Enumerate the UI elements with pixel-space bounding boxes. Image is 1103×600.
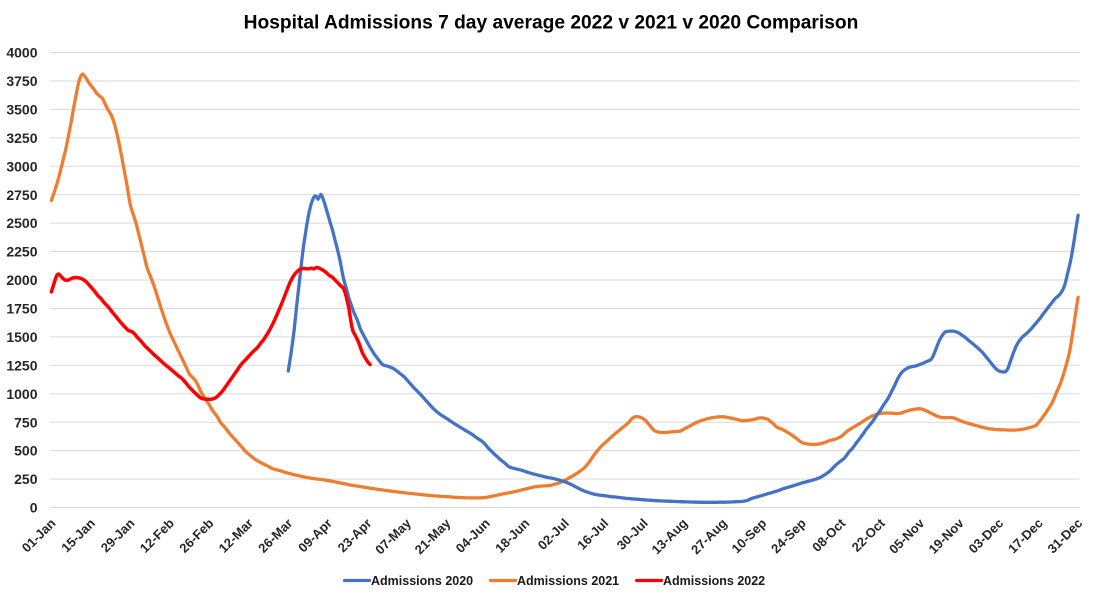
svg-text:Admissions 2021: Admissions 2021: [517, 574, 619, 588]
svg-text:3750: 3750: [6, 73, 37, 89]
svg-text:3000: 3000: [6, 158, 37, 174]
svg-text:2750: 2750: [6, 187, 37, 203]
svg-text:Hospital Admissions 7 day aver: Hospital Admissions 7 day average 2022 v…: [244, 13, 859, 34]
svg-text:2000: 2000: [6, 272, 37, 288]
svg-text:2500: 2500: [6, 215, 37, 231]
svg-text:1000: 1000: [6, 386, 37, 402]
svg-text:1500: 1500: [6, 329, 37, 345]
svg-text:0: 0: [30, 500, 38, 516]
svg-text:1750: 1750: [6, 301, 37, 317]
svg-text:3500: 3500: [6, 102, 37, 118]
svg-text:250: 250: [14, 471, 38, 487]
svg-text:2250: 2250: [6, 244, 37, 260]
svg-text:1250: 1250: [6, 357, 37, 373]
svg-text:4000: 4000: [6, 45, 37, 61]
svg-text:Admissions 2022: Admissions 2022: [663, 574, 765, 588]
svg-text:500: 500: [14, 443, 38, 459]
svg-text:750: 750: [14, 414, 38, 430]
svg-text:3250: 3250: [6, 130, 37, 146]
svg-text:Admissions 2020: Admissions 2020: [371, 574, 473, 588]
